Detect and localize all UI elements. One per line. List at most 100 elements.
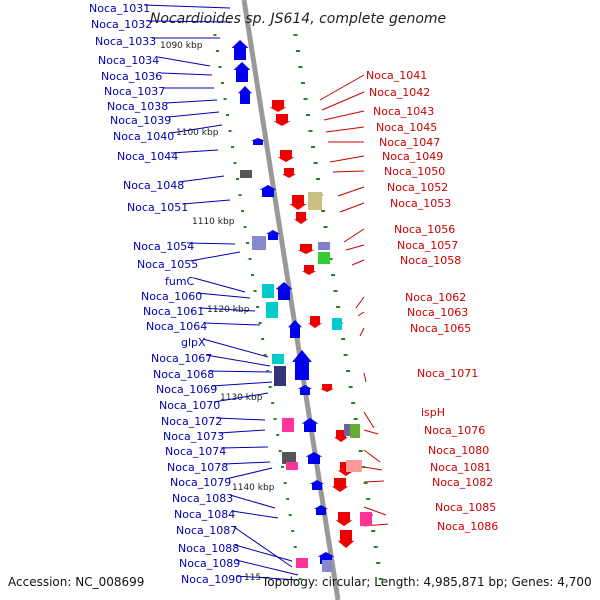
gene-label[interactable]: Noca_1031: [89, 2, 150, 15]
gene-box: [350, 424, 360, 438]
reverse-gene-glyph: [335, 512, 353, 526]
leader-line: [319, 74, 365, 101]
gene-label[interactable]: Noca_1052: [387, 181, 448, 194]
leader-line: [160, 72, 213, 76]
reverse-gene-glyph: [282, 168, 296, 178]
gene-label[interactable]: Noca_1055: [137, 258, 198, 271]
gene-label[interactable]: Noca_1068: [153, 368, 214, 381]
gene-label[interactable]: Noca_1064: [146, 320, 207, 333]
gene-label[interactable]: Noca_1086: [437, 520, 498, 533]
leader-line: [321, 91, 365, 111]
tick-label: 1090 kbp: [160, 41, 203, 51]
forward-gene-glyph: [305, 452, 323, 464]
gene-label[interactable]: Noca_1063: [407, 306, 468, 319]
gene-label[interactable]: Noca_1076: [424, 424, 485, 437]
gene-label[interactable]: Noca_1054: [133, 240, 194, 253]
leader-line: [363, 480, 385, 483]
gene-label[interactable]: Noca_1084: [174, 508, 235, 521]
gene-label[interactable]: Noca_1079: [170, 476, 231, 489]
leader-lines: [143, 4, 389, 581]
gene-label[interactable]: Noca_1056: [394, 223, 455, 236]
leader-line: [323, 110, 365, 121]
gene-label[interactable]: Noca_1041: [366, 69, 427, 82]
gene-label[interactable]: Noca_1081: [430, 461, 491, 474]
leader-line: [220, 446, 269, 449]
gene-label[interactable]: Noca_1060: [141, 290, 202, 303]
gene-label[interactable]: Noca_1085: [435, 501, 496, 514]
gene-box: [282, 418, 294, 432]
leader-line: [196, 292, 251, 299]
leader-line: [355, 296, 365, 309]
gene-label[interactable]: Noca_1043: [373, 105, 434, 118]
leader-line: [363, 411, 375, 429]
gene-label[interactable]: Noca_1062: [405, 291, 466, 304]
leader-line: [329, 155, 365, 163]
leader-line: [193, 277, 246, 293]
leader-line: [363, 466, 383, 471]
leader-line: [343, 228, 365, 243]
reverse-gene-glyph: [294, 212, 308, 224]
gene-label[interactable]: Noca_1087: [176, 524, 237, 537]
gene-label[interactable]: Noca_1044: [117, 150, 178, 163]
gene-label[interactable]: Noca_1050: [384, 165, 445, 178]
gene-label[interactable]: Noca_1058: [400, 254, 461, 267]
leader-line: [231, 510, 279, 519]
leader-line: [351, 259, 365, 266]
gene-label[interactable]: Noca_1048: [123, 179, 184, 192]
gene-label[interactable]: Noca_1042: [369, 86, 430, 99]
gene-label[interactable]: Noca_1073: [163, 430, 224, 443]
gene-label[interactable]: Noca_1067: [151, 352, 212, 365]
forward-gene-glyph: [310, 480, 324, 490]
gene-label[interactable]: Noca_1057: [397, 239, 458, 252]
leader-line: [235, 559, 299, 576]
gene-label[interactable]: Noca_1033: [95, 35, 156, 48]
leader-line: [170, 149, 219, 154]
left-labels: Noca_1031 Noca_1032 Noca_1033 Noca_1034 …: [89, 2, 242, 586]
gene-box: [282, 452, 296, 464]
gene-label[interactable]: ispH: [421, 406, 445, 419]
gene-label[interactable]: Noca_1088: [178, 542, 239, 555]
gene-label[interactable]: Noca_1036: [101, 70, 162, 83]
gene-box: [318, 252, 330, 264]
gene-label[interactable]: Noca_1045: [376, 121, 437, 134]
gene-label[interactable]: Noca_1032: [91, 18, 152, 31]
gene-label[interactable]: Noca_1078: [167, 461, 228, 474]
gene-box: [286, 462, 298, 470]
gene-label[interactable]: Noca_1047: [379, 136, 440, 149]
gene-label[interactable]: Noca_1065: [410, 322, 471, 335]
gene-label[interactable]: Noca_1061: [143, 305, 204, 318]
gene-label[interactable]: Noca_1038: [107, 100, 168, 113]
leader-line: [205, 354, 271, 367]
gene-label[interactable]: Noca_1070: [159, 399, 220, 412]
forward-gene-glyph: [301, 418, 319, 432]
gene-label[interactable]: fumC: [165, 275, 195, 288]
reverse-gene-glyph: [308, 316, 322, 328]
gene-label[interactable]: Noca_1037: [104, 85, 165, 98]
reverse-gene-glyph: [273, 114, 291, 126]
leader-line: [167, 111, 220, 118]
gene-label[interactable]: Noca_1034: [98, 54, 159, 67]
gene-label[interactable]: Noca_1074: [165, 445, 226, 458]
reverse-gene-glyph: [331, 478, 349, 492]
gene-label[interactable]: Noca_1053: [390, 197, 451, 210]
gene-label[interactable]: Noca_1080: [428, 444, 489, 457]
gene-label[interactable]: Noca_1051: [127, 201, 188, 214]
reverse-gene-glyph: [337, 530, 355, 548]
gene-label[interactable]: Noca_1049: [382, 150, 443, 163]
gene-label[interactable]: Noca_1040: [113, 130, 174, 143]
gene-label[interactable]: Noca_1089: [179, 557, 240, 570]
gene-label[interactable]: Noca_1071: [417, 367, 478, 380]
gene-box: [308, 192, 322, 210]
leader-line: [235, 575, 299, 581]
reverse-gene-glyph: [302, 265, 316, 275]
gene-label[interactable]: glpX: [181, 336, 206, 349]
tick-label: 1140 kbp: [232, 483, 275, 493]
gene-label[interactable]: Noca_1072: [161, 415, 222, 428]
leader-line: [213, 392, 269, 403]
gene-label[interactable]: Noca_1090: [181, 573, 242, 586]
leader-line: [345, 244, 365, 251]
gene-label[interactable]: Noca_1082: [432, 476, 493, 489]
gene-label[interactable]: Noca_1069: [156, 383, 217, 396]
gene-label[interactable]: Noca_1083: [172, 492, 233, 505]
gene-label[interactable]: Noca_1039: [110, 114, 171, 127]
